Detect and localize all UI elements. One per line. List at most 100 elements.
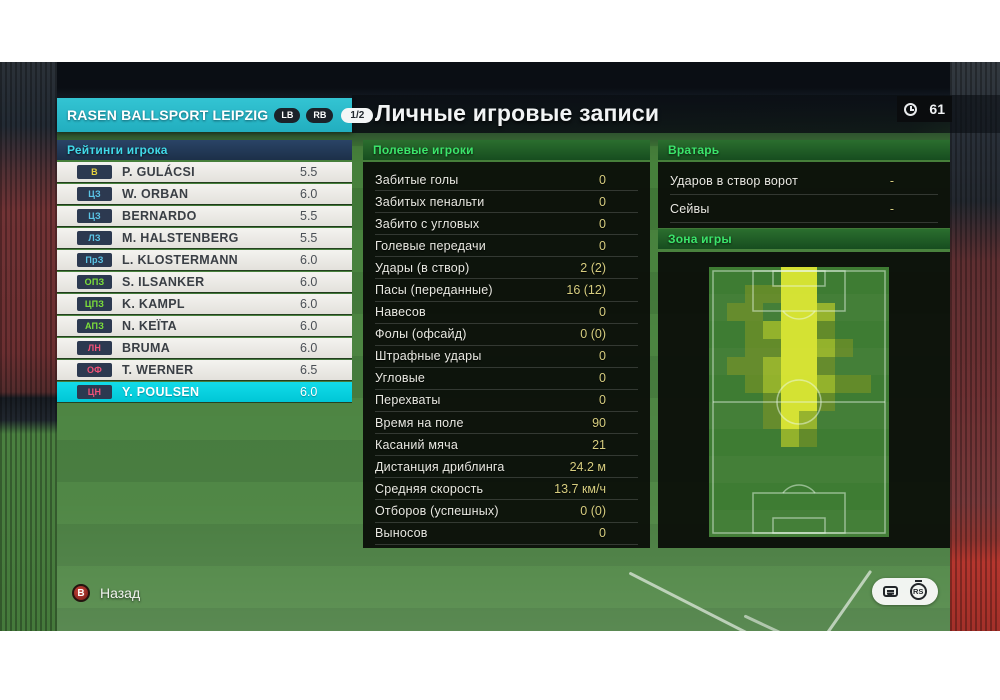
stat-value: 16 (12) xyxy=(566,283,606,298)
pitch-heatmap xyxy=(709,267,889,537)
stat-label: Удары (в створ) xyxy=(375,260,470,275)
match-clock: 61 xyxy=(897,96,952,122)
position-badge: АПЗ xyxy=(77,319,112,333)
stat-row: Забитые голы 0 xyxy=(375,169,638,192)
stat-value: 0 (0) xyxy=(580,327,606,342)
player-rating: 6.0 xyxy=(300,275,318,289)
stat-row: Голевые передачи 0 xyxy=(375,235,638,258)
stat-label: Забитых пенальти xyxy=(375,194,485,209)
player-list: В P. GULÁCSI 5.5 ЦЗ W. ORBAN 6.0 ЦЗ BERNARDO 5.5… xyxy=(57,162,352,404)
stat-label: Время на поле xyxy=(375,415,464,430)
stat-label: Угловые xyxy=(375,371,426,386)
stat-label: Сейвы xyxy=(670,201,710,216)
player-row[interactable]: ЦПЗ K. KAMPL 6.0 xyxy=(57,294,352,314)
stat-value: 21 xyxy=(592,437,606,452)
stat-label: Отборов (успешных) xyxy=(375,503,499,518)
stat-row: Угловые 0 xyxy=(375,368,638,390)
field-stats-header: Полевые игроки xyxy=(363,140,650,160)
player-row[interactable]: ЦН Y. POULSEN 6.0 xyxy=(57,382,352,402)
position-badge: ОПЗ xyxy=(77,275,112,289)
stat-row: Дистанция дриблинга 24.2 м xyxy=(375,456,638,479)
zone-panel xyxy=(658,252,950,548)
stat-row: Пасы (переданные) 16 (12) xyxy=(375,279,638,302)
stat-value: 90 xyxy=(592,415,606,430)
stat-row: Перехваты 0 xyxy=(375,390,638,413)
position-badge: ПрЗ xyxy=(77,253,112,267)
zone-section-header: Зона игры xyxy=(658,229,950,249)
goalkeeper-stats-title: Вратарь xyxy=(668,143,720,157)
position-badge: ЦЗ xyxy=(77,187,112,201)
left-stands xyxy=(0,62,57,631)
player-row[interactable]: В P. GULÁCSI 5.5 xyxy=(57,162,352,182)
title-band xyxy=(352,95,1000,133)
player-rating: 6.0 xyxy=(300,253,318,267)
player-name: BRUMA xyxy=(122,341,171,355)
player-name: K. KAMPL xyxy=(122,297,185,311)
player-rating: 6.0 xyxy=(300,187,318,201)
player-row[interactable]: ОПЗ S. ILSANKER 6.0 xyxy=(57,272,352,292)
player-rating: 6.0 xyxy=(300,385,318,399)
stat-value: 0 xyxy=(599,526,606,541)
stat-row: Выносов 0 xyxy=(375,523,638,545)
stat-row: Штрафные удары 0 xyxy=(375,346,638,368)
stat-value: - xyxy=(889,173,894,188)
player-row[interactable]: ЛН BRUMA 6.0 xyxy=(57,338,352,358)
goalkeeper-stats-panel: Ударов в створ ворот - Сейвы - xyxy=(658,162,950,228)
position-badge: ЦЗ xyxy=(77,209,112,223)
stat-value: 0 xyxy=(599,194,606,209)
chat-bubble-icon[interactable] xyxy=(883,586,899,597)
stat-row: Касаний мяча 21 xyxy=(375,434,638,457)
team-name: RASEN BALLSPORT LEIPZIG xyxy=(67,107,269,123)
player-row[interactable]: ПрЗ L. KLOSTERMANN 6.0 xyxy=(57,250,352,270)
player-rating: 5.5 xyxy=(300,165,318,179)
stat-value: 0 xyxy=(599,305,606,320)
player-row[interactable]: ЦЗ BERNARDO 5.5 xyxy=(57,206,352,226)
position-badge: ЦН xyxy=(77,385,112,399)
player-rating: 6.0 xyxy=(300,319,318,333)
lb-button[interactable]: LB xyxy=(274,107,301,123)
player-name: S. ILSANKER xyxy=(122,275,205,289)
stat-label: Навесов xyxy=(375,305,426,320)
stat-row: Фолы (офсайд) 0 (0) xyxy=(375,324,638,346)
rb-button[interactable]: RB xyxy=(306,107,334,123)
stat-label: Средняя скорость xyxy=(375,481,484,496)
ratings-section-header: Рейтинги игрока xyxy=(57,140,352,160)
player-name: N. KEÏTA xyxy=(122,319,177,333)
stat-label: Ударов в створ ворот xyxy=(670,173,798,188)
stat-value: 2 (2) xyxy=(580,260,606,275)
player-name: T. WERNER xyxy=(122,363,194,377)
stat-value: 24.2 м xyxy=(569,459,606,474)
player-row[interactable]: АПЗ N. KEÏTA 6.0 xyxy=(57,316,352,336)
pitch-line xyxy=(743,614,787,631)
position-badge: ЛЗ xyxy=(77,231,112,245)
zone-section-title: Зона игры xyxy=(668,232,732,246)
stat-value: 0 xyxy=(599,393,606,408)
player-name: W. ORBAN xyxy=(122,187,189,201)
chat-overlay-pill[interactable]: RS xyxy=(872,578,938,605)
stat-row: Навесов 0 xyxy=(375,302,638,324)
position-badge: ЛН xyxy=(77,341,112,355)
field-stats-panel: Забитые голы 0 Забитых пенальти 0 Забито с у… xyxy=(363,162,650,548)
stat-row: Ударов в створ ворот - xyxy=(670,167,938,195)
stat-label: Дистанция дриблинга xyxy=(375,459,505,474)
player-name: BERNARDO xyxy=(122,209,197,223)
field-stats-title: Полевые игроки xyxy=(373,143,474,157)
back-button[interactable]: B xyxy=(72,584,90,602)
stat-value: - xyxy=(889,201,894,216)
pitch-line xyxy=(823,569,873,631)
stat-value: 0 xyxy=(599,349,606,364)
stat-row: Удары (в створ) 2 (2) xyxy=(375,257,638,280)
player-rating: 6.5 xyxy=(300,363,318,377)
stat-label: Забитые голы xyxy=(375,172,459,187)
player-row[interactable]: ЦЗ W. ORBAN 6.0 xyxy=(57,184,352,204)
position-badge: В xyxy=(77,165,112,179)
player-row[interactable]: ОФ T. WERNER 6.5 xyxy=(57,360,352,380)
stat-row: Забитых пенальти 0 xyxy=(375,191,638,214)
back-button-letter: B xyxy=(77,587,85,599)
right-stick-icon[interactable]: RS xyxy=(909,580,927,600)
stat-value: 0 xyxy=(599,172,606,187)
rs-label: RS xyxy=(912,587,924,596)
stat-row: Время на поле 90 xyxy=(375,412,638,435)
player-rating: 5.5 xyxy=(300,209,318,223)
player-row[interactable]: ЛЗ M. HALSTENBERG 5.5 xyxy=(57,228,352,248)
